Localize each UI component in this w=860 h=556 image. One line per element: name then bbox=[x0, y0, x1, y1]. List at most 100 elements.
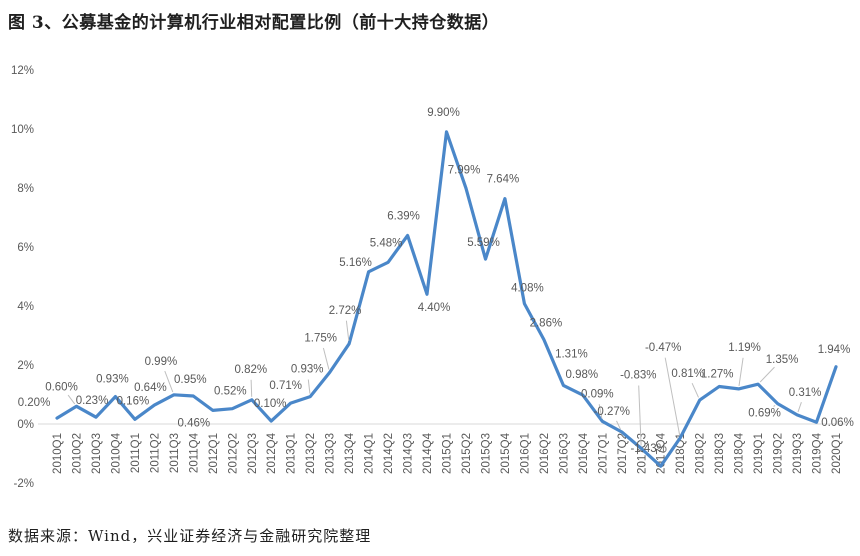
data-point-label: 9.90% bbox=[427, 107, 460, 119]
data-point-label: -0.27% bbox=[594, 406, 630, 418]
data-point-label: 0.10% bbox=[254, 398, 287, 410]
x-tick-label: 2016Q1 bbox=[519, 433, 531, 474]
data-point-label: 4.40% bbox=[418, 302, 451, 314]
x-tick-label: 2016Q2 bbox=[539, 433, 551, 474]
chart-title: 图 3、公募基金的计算机行业相对配置比例（前十大持仓数据） bbox=[8, 13, 500, 33]
data-point-label: 0.20% bbox=[18, 397, 51, 409]
label-leader-line bbox=[67, 394, 76, 405]
data-point-label: 1.94% bbox=[818, 344, 851, 356]
data-point-label: 0.46% bbox=[177, 417, 210, 429]
data-point-label: 2.72% bbox=[329, 305, 362, 317]
x-tick-label: 2015Q2 bbox=[461, 433, 473, 474]
x-tick-label: 2012Q3 bbox=[247, 433, 259, 474]
data-point-label: 0.31% bbox=[789, 387, 822, 399]
label-leader-line bbox=[664, 357, 681, 435]
data-point-label: 0.64% bbox=[134, 382, 167, 394]
x-tick-label: 2013Q4 bbox=[344, 432, 356, 474]
x-tick-label: 2017Q1 bbox=[597, 433, 609, 474]
y-tick-label: 0% bbox=[17, 419, 34, 431]
x-tick-label: 2016Q4 bbox=[578, 432, 590, 474]
x-tick-label: 2014Q3 bbox=[403, 433, 415, 474]
y-tick-label: 8% bbox=[17, 183, 34, 195]
data-point-label: 6.39% bbox=[387, 211, 420, 223]
x-tick-label: 2015Q3 bbox=[480, 433, 492, 474]
x-tick-label: 2011Q1 bbox=[130, 433, 142, 473]
label-leader-line bbox=[345, 320, 350, 341]
x-tick-label: 2018Q2 bbox=[695, 433, 707, 474]
y-tick-label: 12% bbox=[11, 65, 34, 77]
x-tick-label: 2014Q4 bbox=[422, 432, 434, 474]
data-point-label: 5.48% bbox=[370, 237, 403, 249]
data-point-label: 0.69% bbox=[748, 408, 781, 420]
label-leader-line bbox=[759, 366, 775, 383]
x-tick-label: 2017Q3 bbox=[636, 433, 648, 474]
data-point-label: 0.93% bbox=[291, 364, 324, 376]
x-tick-label: 2013Q2 bbox=[305, 433, 317, 474]
data-point-label: -0.47% bbox=[645, 342, 681, 354]
data-point-label: 7.64% bbox=[487, 174, 520, 186]
y-tick-label: 2% bbox=[17, 360, 34, 372]
data-point-label: 7.99% bbox=[448, 164, 481, 176]
x-tick-label: 2015Q1 bbox=[442, 433, 454, 474]
data-point-label: 1.19% bbox=[728, 342, 761, 354]
label-leader-line bbox=[250, 379, 253, 397]
data-point-label: 0.16% bbox=[117, 395, 150, 407]
data-point-label: 0.60% bbox=[45, 381, 78, 393]
data-point-label: 5.59% bbox=[467, 237, 500, 249]
data-point-label: 0.71% bbox=[269, 380, 302, 392]
data-point-label: 0.93% bbox=[96, 374, 129, 386]
x-tick-label: 2017Q2 bbox=[617, 433, 629, 474]
series-line bbox=[55, 130, 838, 468]
data-point-label: 0.82% bbox=[234, 364, 267, 376]
data-point-label: 1.31% bbox=[555, 348, 588, 360]
x-tick-label: 2011Q4 bbox=[188, 432, 200, 473]
label-leader-line bbox=[598, 404, 603, 419]
label-leader-line bbox=[738, 357, 744, 386]
x-tick-label: 2012Q1 bbox=[208, 433, 220, 474]
data-point-label: 0.06% bbox=[821, 417, 854, 429]
label-leader-line bbox=[616, 420, 621, 430]
data-point-label: -0.83% bbox=[620, 370, 656, 382]
data-point-label: 0.95% bbox=[174, 374, 207, 386]
x-tick-label: 2020Q1 bbox=[831, 433, 843, 474]
data-point-label: -1.43% bbox=[630, 443, 666, 455]
x-tick-label: 2011Q2 bbox=[149, 433, 161, 473]
x-tick-label: 2019Q2 bbox=[773, 433, 785, 474]
x-tick-label: 2011Q3 bbox=[169, 433, 181, 473]
label-leader-line bbox=[773, 404, 776, 407]
data-point-label: 1.75% bbox=[304, 332, 337, 344]
label-leader-line bbox=[164, 370, 174, 393]
data-point-label: 4.08% bbox=[511, 283, 544, 295]
x-tick-label: 2019Q4 bbox=[812, 432, 824, 474]
label-leader-line bbox=[322, 347, 330, 370]
x-tick-label: 2013Q1 bbox=[286, 433, 298, 474]
data-point-label: 1.27% bbox=[701, 369, 734, 381]
label-leader-line bbox=[797, 402, 802, 413]
data-point-label: 0.98% bbox=[565, 369, 598, 381]
data-point-label: 0.23% bbox=[76, 395, 109, 407]
data-point-label: 0.52% bbox=[214, 386, 247, 398]
x-tick-label: 2019Q3 bbox=[792, 433, 804, 474]
x-tick-label: 2019Q1 bbox=[753, 433, 765, 474]
data-point-label: 0.99% bbox=[145, 356, 178, 368]
x-tick-label: 2010Q3 bbox=[91, 433, 103, 474]
data-point-label: 0.81% bbox=[671, 368, 704, 380]
x-tick-label: 2013Q3 bbox=[325, 433, 337, 474]
x-tick-label: 2014Q2 bbox=[383, 433, 395, 474]
label-leader-line bbox=[638, 385, 642, 446]
x-tick-label: 2010Q2 bbox=[71, 433, 83, 474]
data-point-label: 1.35% bbox=[766, 354, 799, 366]
x-tick-label: 2015Q4 bbox=[500, 432, 512, 474]
x-tick-label: 2018Q3 bbox=[714, 433, 726, 474]
y-tick-label: -2% bbox=[14, 478, 34, 490]
x-tick-label: 2014Q1 bbox=[364, 433, 376, 474]
x-tick-label: 2016Q3 bbox=[558, 433, 570, 474]
x-tick-label: 2010Q4 bbox=[110, 432, 122, 474]
data-point-label: 2.86% bbox=[530, 318, 563, 330]
label-leader-line bbox=[307, 379, 311, 394]
x-tick-label: 2012Q2 bbox=[227, 433, 239, 474]
x-tick-label: 2012Q4 bbox=[266, 432, 278, 474]
data-point-label: 5.16% bbox=[339, 257, 372, 269]
label-leader-line bbox=[691, 382, 699, 398]
